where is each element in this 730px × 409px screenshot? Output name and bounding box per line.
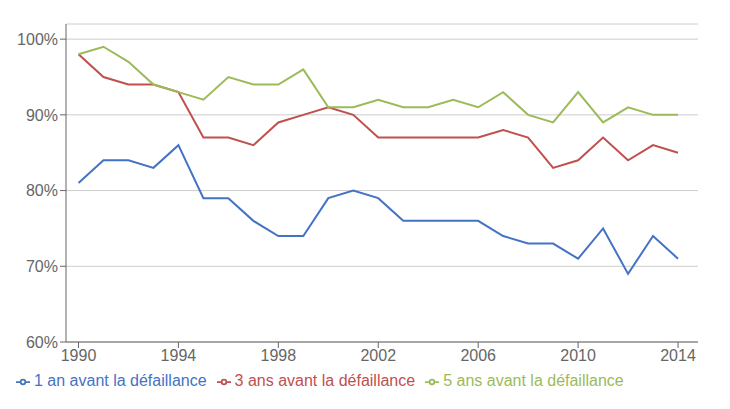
html-text:1 an avant la défaillance: 1 an avant la défaillance — [34, 372, 207, 389]
svg-text:2002: 2002 — [360, 347, 396, 364]
svg-text:2014: 2014 — [660, 347, 696, 364]
svg-text:60%: 60% — [26, 334, 58, 351]
svg-text:2010: 2010 — [560, 347, 596, 364]
svg-text:90%: 90% — [26, 107, 58, 124]
html-text:5 ans avant la défaillance: 5 ans avant la défaillance — [443, 372, 624, 389]
svg-text:100%: 100% — [17, 31, 58, 48]
svg-text:80%: 80% — [26, 182, 58, 199]
html-text:3 ans avant la défaillance: 3 ans avant la défaillance — [234, 372, 416, 389]
svg-text:1994: 1994 — [161, 347, 197, 364]
svg-text:2006: 2006 — [460, 347, 496, 364]
svg-text:1990: 1990 — [61, 347, 97, 364]
svg-text:1998: 1998 — [261, 347, 297, 364]
svg-text:70%: 70% — [26, 258, 58, 275]
